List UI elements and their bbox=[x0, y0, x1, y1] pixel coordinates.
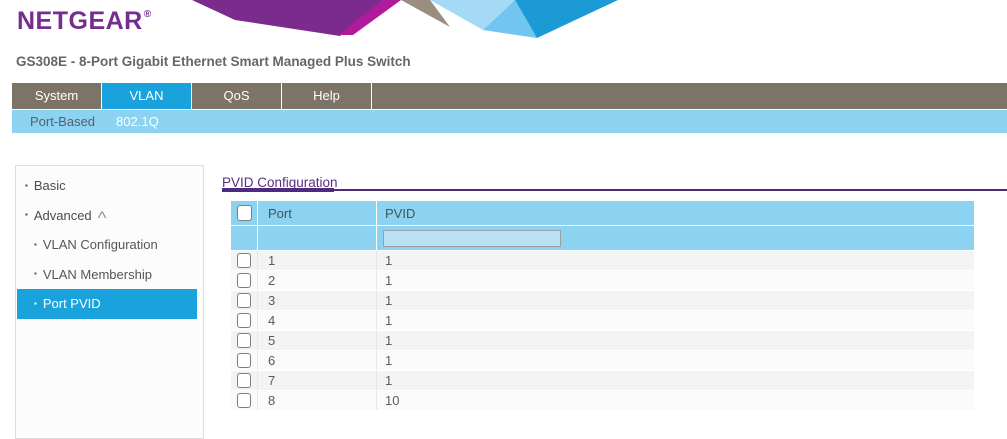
pvid-cell: 1 bbox=[385, 353, 393, 368]
port-cell: 5 bbox=[258, 331, 377, 350]
sidebar-item-label: Port PVID bbox=[42, 296, 101, 312]
netgear-logo: NETGEAR® bbox=[17, 7, 152, 35]
row-checkbox[interactable] bbox=[237, 293, 251, 308]
sidebar-item-label: Basic bbox=[33, 178, 66, 194]
bullet-icon: ▪ bbox=[34, 298, 37, 308]
port-cell: 8 bbox=[258, 391, 377, 410]
column-header-port: Port bbox=[258, 201, 377, 225]
sidebar-item-vlan-membership[interactable]: ▪ VLAN Membership bbox=[16, 260, 203, 290]
row-checkbox[interactable] bbox=[237, 313, 251, 328]
sidebar: ▪ Basic ▪ Advanced ᐱ ▪ VLAN Configuratio… bbox=[15, 165, 204, 439]
pvid-table: Port PVID 1 1 2 1 3 1 4 1 5 1 bbox=[231, 201, 974, 411]
pvid-cell: 1 bbox=[385, 333, 393, 348]
table-filter-row bbox=[231, 226, 974, 251]
bullet-icon: ▪ bbox=[34, 239, 37, 249]
row-checkbox[interactable] bbox=[237, 373, 251, 388]
row-checkbox[interactable] bbox=[237, 333, 251, 348]
port-cell: 3 bbox=[258, 291, 377, 310]
registered-mark-icon: ® bbox=[143, 9, 152, 20]
select-all-checkbox[interactable] bbox=[237, 205, 252, 221]
collapse-caret-icon: ᐱ bbox=[97, 209, 107, 220]
pvid-cell: 1 bbox=[385, 293, 393, 308]
port-cell: 7 bbox=[258, 371, 377, 390]
sidebar-item-label: Advanced bbox=[33, 207, 92, 223]
port-cell: 2 bbox=[258, 271, 377, 290]
port-cell: 6 bbox=[258, 351, 377, 370]
bullet-icon: ▪ bbox=[34, 269, 37, 279]
row-checkbox[interactable] bbox=[237, 393, 251, 408]
pvid-cell: 1 bbox=[385, 313, 393, 328]
page-title: GS308E - 8-Port Gigabit Ethernet Smart M… bbox=[16, 54, 411, 69]
sidebar-item-advanced[interactable]: ▪ Advanced ᐱ bbox=[16, 201, 203, 231]
section-title: PVID Configuration bbox=[222, 175, 338, 190]
sidebar-item-basic[interactable]: ▪ Basic bbox=[16, 171, 203, 201]
pvid-cell: 1 bbox=[385, 273, 393, 288]
sidebar-item-vlan-configuration[interactable]: ▪ VLAN Configuration bbox=[16, 230, 203, 260]
pvid-filter-input[interactable] bbox=[383, 229, 561, 247]
table-row: 1 1 bbox=[231, 251, 974, 271]
table-row: 2 1 bbox=[231, 271, 974, 291]
bullet-icon: ▪ bbox=[25, 210, 28, 220]
subnav-item-8021q[interactable]: 802.1Q bbox=[116, 114, 159, 129]
bullet-icon: ▪ bbox=[25, 180, 28, 190]
table-row: 6 1 bbox=[231, 351, 974, 371]
row-checkbox[interactable] bbox=[237, 353, 251, 368]
table-row: 8 10 bbox=[231, 391, 974, 411]
table-body: 1 1 2 1 3 1 4 1 5 1 6 1 7 bbox=[231, 251, 974, 411]
table-header-row: Port PVID bbox=[231, 201, 974, 226]
sidebar-item-port-pvid[interactable]: ▪ Port PVID bbox=[17, 289, 197, 319]
port-cell: 1 bbox=[258, 251, 377, 270]
tab-system[interactable]: System bbox=[12, 83, 102, 109]
table-row: 5 1 bbox=[231, 331, 974, 351]
tab-help[interactable]: Help bbox=[282, 83, 372, 109]
port-cell: 4 bbox=[258, 311, 377, 330]
row-checkbox[interactable] bbox=[237, 253, 251, 268]
sidebar-item-label: VLAN Membership bbox=[42, 266, 152, 282]
tab-vlan[interactable]: VLAN bbox=[102, 83, 192, 109]
table-row: 4 1 bbox=[231, 311, 974, 331]
sidebar-item-label: VLAN Configuration bbox=[42, 237, 158, 253]
column-header-pvid: PVID bbox=[385, 205, 416, 221]
row-checkbox[interactable] bbox=[237, 273, 251, 288]
pvid-cell: 1 bbox=[385, 373, 393, 388]
pvid-cell: 10 bbox=[385, 393, 400, 408]
section-divider-line bbox=[222, 189, 1007, 191]
subnav-item-port-based[interactable]: Port-Based bbox=[30, 114, 96, 129]
banner-graphic bbox=[192, 0, 618, 38]
sub-nav: Port-Based 802.1Q bbox=[12, 110, 1007, 133]
table-row: 3 1 bbox=[231, 291, 974, 311]
main-nav: System VLAN QoS Help bbox=[12, 83, 1007, 109]
table-row: 7 1 bbox=[231, 371, 974, 391]
tab-qos[interactable]: QoS bbox=[192, 83, 282, 109]
pvid-cell: 1 bbox=[385, 253, 393, 268]
